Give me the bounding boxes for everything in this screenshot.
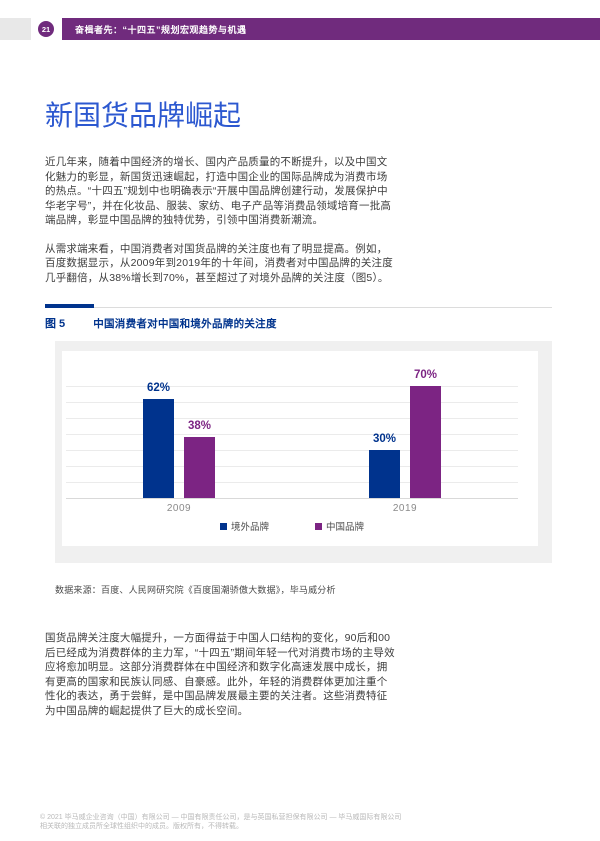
legend-label: 境外品牌 bbox=[230, 522, 269, 533]
x-axis-label-2009: 2009 bbox=[166, 503, 192, 514]
page-header: 21 奋楫者先：“十四五”规划宏观趋势与机遇 bbox=[0, 18, 600, 40]
figure-caption: 图 5 中国消费者对中国和境外品牌的关注度 bbox=[45, 315, 555, 331]
legend-swatch bbox=[315, 522, 322, 530]
header-title: 奋楫者先：“十四五”规划宏观趋势与机遇 bbox=[75, 24, 247, 35]
article: 新国货品牌崛起 近几年来，随着中国经济的增长、国内产品质量的不断提升，以及中国文… bbox=[45, 98, 555, 718]
paragraph-1: 近几年来，随着中国经济的增长、国内产品质量的不断提升，以及中国文化魅力的彰显，新… bbox=[45, 156, 392, 226]
page-number-badge: 21 bbox=[38, 21, 54, 37]
x-axis-label-2019: 2019 bbox=[392, 503, 418, 514]
bar-value-label: 38% bbox=[187, 420, 212, 432]
chart-plot-area: 62% 38% 30% 70% bbox=[66, 369, 518, 499]
legend-item-中国品牌: 中国品牌 bbox=[315, 519, 364, 533]
chart-x-axis-labels: 2009 2019 bbox=[66, 503, 518, 514]
chart-legend: 境外品牌 中国品牌 bbox=[66, 519, 518, 533]
page-footer: © 2021 毕马威企业咨询（中国）有限公司 — 中国有限责任公司，是与英国私营… bbox=[40, 813, 560, 831]
paragraph-3: 国货品牌关注度大幅提升，一方面得益于中国人口结构的变化，90后和00后已经成为消… bbox=[45, 632, 395, 717]
figure-label: 图 5 bbox=[45, 318, 66, 330]
bar-境外品牌-2009: 62% bbox=[143, 382, 174, 498]
chart-bars: 62% 38% 30% 70% bbox=[66, 369, 518, 498]
legend-swatch bbox=[219, 522, 227, 530]
figure-divider bbox=[45, 304, 552, 308]
footer-line-1: © 2021 毕马威企业咨询（中国）有限公司 — 中国有限责任公司，是与英国私营… bbox=[40, 814, 402, 821]
legend-item-境外品牌: 境外品牌 bbox=[219, 519, 269, 533]
bar-group-2009: 62% 38% bbox=[143, 382, 215, 498]
bar-group-2019: 30% 70% bbox=[369, 369, 441, 498]
footer-line-2: 相关联的独立成员所全球性组织中的成员。版权所有，不得转载。 bbox=[40, 823, 243, 830]
figure-5-chart: 62% 38% 30% 70% 2009 2019 境外品牌 中国品牌 bbox=[55, 341, 552, 563]
bar-中国品牌-2009: 38% bbox=[184, 420, 215, 498]
bar-中国品牌-2019: 70% bbox=[410, 369, 441, 498]
bar-境外品牌-2019: 30% bbox=[369, 433, 400, 498]
header-edge-block bbox=[0, 18, 31, 40]
chart-plot-panel: 62% 38% 30% 70% 2009 2019 境外品牌 中国品牌 bbox=[62, 351, 538, 546]
figure-divider-accent bbox=[45, 304, 94, 308]
bar-value-label: 62% bbox=[146, 382, 171, 394]
figure-title: 中国消费者对中国和境外品牌的关注度 bbox=[93, 318, 277, 330]
chart-source-note: 数据来源：百度、人民网研究院《百度国潮骄傲大数据》，毕马威分析 bbox=[55, 585, 336, 595]
header-title-bar: 奋楫者先：“十四五”规划宏观趋势与机遇 bbox=[62, 18, 600, 40]
bar-value-label: 70% bbox=[413, 369, 438, 381]
legend-label: 中国品牌 bbox=[326, 522, 365, 533]
bar-value-label: 30% bbox=[372, 433, 397, 445]
paragraph-2: 从需求端来看，中国消费者对国货品牌的关注度也有了明显提高。例如，百度数据显示，从… bbox=[45, 242, 393, 284]
article-title: 新国货品牌崛起 bbox=[45, 100, 242, 131]
